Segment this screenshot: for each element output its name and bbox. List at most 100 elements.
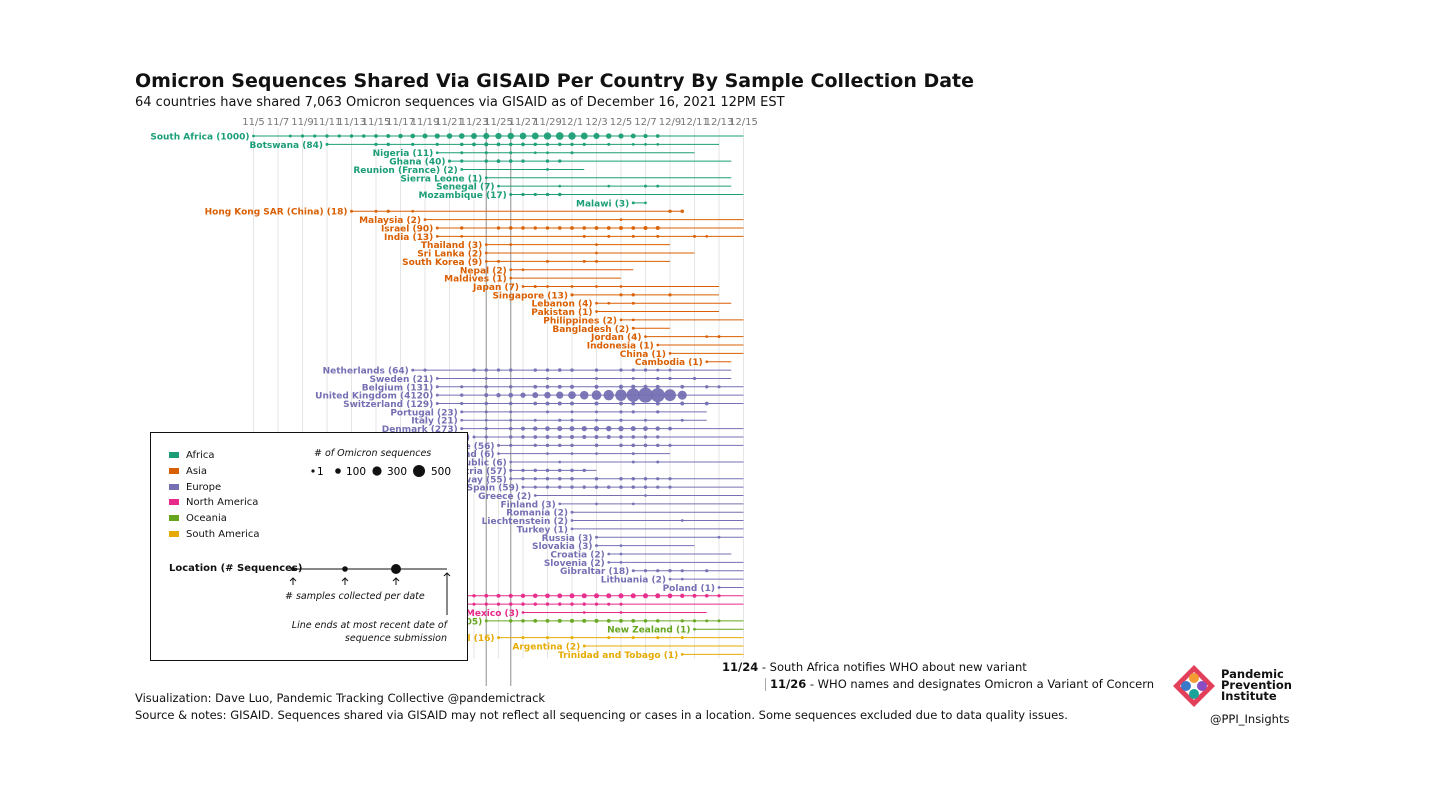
sequence-point <box>605 133 612 139</box>
sequence-point <box>484 418 488 422</box>
sequence-point <box>521 159 525 163</box>
sequence-point <box>555 132 564 140</box>
sequence-point <box>619 418 623 422</box>
sequence-point <box>606 593 612 599</box>
sequence-point <box>656 569 660 573</box>
x-tick-label: 11/13 <box>337 117 366 128</box>
x-tick-label: 11/15 <box>362 117 391 128</box>
sequence-point <box>667 593 673 599</box>
sequence-point <box>680 636 684 640</box>
sequence-point <box>509 268 513 272</box>
sequence-point <box>543 132 552 140</box>
sequence-point <box>704 594 709 598</box>
sequence-point <box>521 619 525 623</box>
sequence-point <box>631 452 635 456</box>
sequence-point <box>521 226 525 230</box>
sequence-point <box>545 443 550 448</box>
sequence-point <box>656 343 660 347</box>
sequence-point <box>570 510 574 514</box>
sequence-point <box>484 593 489 598</box>
country-label: Portugal (23) <box>390 408 457 418</box>
sequence-point <box>655 225 660 231</box>
sequence-point <box>630 133 636 139</box>
sequence-point <box>582 485 586 489</box>
country-label: Spain (59) <box>467 484 519 494</box>
sequence-point <box>619 293 623 297</box>
country-label: Brazil (16) <box>442 634 495 644</box>
sequence-point <box>582 234 586 238</box>
sequence-point <box>581 593 587 599</box>
legend-swatch-south-america <box>169 531 179 537</box>
sequence-point <box>422 133 428 139</box>
sequence-point <box>595 259 598 263</box>
sequence-point <box>313 134 317 138</box>
country-label: South Korea (9) <box>402 258 482 268</box>
sequence-point <box>705 385 709 389</box>
sequence-point <box>545 401 550 406</box>
sequence-point <box>595 243 598 247</box>
x-tick-label: 12/3 <box>585 117 607 128</box>
legend-line-end-label-1: Line ends at most recent date of <box>291 620 447 631</box>
sequence-point <box>643 619 648 623</box>
sequence-point <box>570 476 574 481</box>
sequence-point <box>497 184 500 188</box>
sequence-point <box>582 468 586 473</box>
annotation-marker-2 <box>765 678 766 691</box>
country-label: Romania (2) <box>506 509 568 519</box>
sequence-point <box>533 418 537 422</box>
sequence-point <box>618 593 624 599</box>
legend-diagram <box>289 564 451 615</box>
sequence-point <box>705 234 709 238</box>
sequence-point <box>643 485 648 489</box>
country-label: Liechtenstein (2) <box>482 517 568 527</box>
sequence-point <box>411 209 415 213</box>
sequence-point <box>668 577 672 581</box>
sequence-point <box>643 435 648 439</box>
sequence-point <box>533 494 537 497</box>
sequence-point <box>557 226 562 230</box>
sequence-point <box>680 418 684 422</box>
sequence-point <box>631 435 636 439</box>
sequence-point <box>508 593 513 598</box>
sequence-point <box>472 142 476 147</box>
country-label: Sierra Leone (1) <box>400 174 482 184</box>
sequence-point <box>398 133 403 139</box>
sequence-point <box>570 452 574 456</box>
sequence-point <box>374 142 378 146</box>
sequence-point <box>496 368 501 372</box>
sequence-point <box>546 259 549 263</box>
sequence-point <box>545 477 550 481</box>
footer-source: Source & notes: GISAID. Sequences shared… <box>135 708 1068 722</box>
sequence-point <box>508 142 513 147</box>
country-label: Austria (57) <box>446 467 507 477</box>
sequence-point <box>558 602 562 606</box>
country-label: Turkey (1) <box>517 525 568 535</box>
sequence-point <box>509 151 513 155</box>
x-tick-label: 12/13 <box>705 117 734 128</box>
sequence-point <box>680 577 684 581</box>
sequence-point <box>619 552 623 556</box>
sequence-point <box>582 602 586 606</box>
sequence-point <box>692 376 697 381</box>
sequence-point <box>593 425 600 432</box>
sequence-point <box>558 192 562 197</box>
sequence-point <box>508 401 513 406</box>
logo-line-1: Pandemic <box>1221 667 1284 681</box>
sequence-point <box>655 593 661 599</box>
sequence-point <box>484 260 488 263</box>
sequence-point <box>288 134 292 138</box>
country-label: Botswana (84) <box>250 141 323 151</box>
x-tick-label: 12/5 <box>610 117 632 128</box>
sequence-point <box>680 384 685 389</box>
sequence-point <box>472 594 476 598</box>
x-tick-label: 12/7 <box>634 117 656 128</box>
sequence-point <box>570 618 574 623</box>
legend-samples-label: # samples collected per date <box>285 591 425 602</box>
sequence-point <box>595 285 598 288</box>
legend-location-label: Location (# Sequences) <box>169 563 303 574</box>
sequence-point <box>508 159 513 163</box>
sequence-point <box>644 335 647 339</box>
sequence-point <box>509 468 513 472</box>
sequence-point <box>521 485 525 489</box>
sequence-point <box>644 201 647 205</box>
